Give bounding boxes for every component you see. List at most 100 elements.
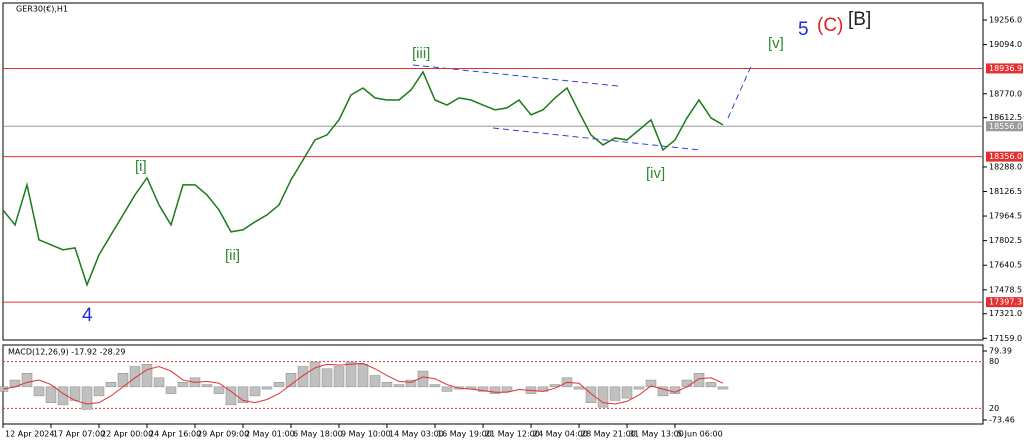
- histogram-bar: [225, 386, 237, 406]
- y-tick-label: 18288.0: [989, 162, 1022, 171]
- y-tick-label: 17478.5: [989, 285, 1022, 294]
- wave-label: 5: [798, 19, 809, 40]
- histogram-bar: [249, 386, 261, 397]
- x-tick-label: 29 Apr 09:00: [197, 430, 249, 439]
- wave-label: (C): [817, 15, 843, 36]
- y-tick-label: 17964.5: [989, 212, 1022, 221]
- wave-label: [ii]: [225, 247, 240, 264]
- wave-label: [iii]: [412, 45, 430, 62]
- level-label: 18936.9: [989, 64, 1022, 73]
- level-label: 17397.3: [989, 298, 1022, 307]
- histogram-bar: [489, 386, 501, 394]
- trend-line: [727, 63, 753, 119]
- histogram-bar: [93, 386, 105, 397]
- wave-label: [iv]: [646, 165, 665, 182]
- histogram-bar: [597, 386, 609, 408]
- y-tick-label: 17640.5: [989, 261, 1022, 270]
- level-tag: [986, 297, 1023, 308]
- x-tick-label: 28 May 21:00: [581, 430, 636, 439]
- histogram-bar: [369, 375, 381, 388]
- histogram-bar: [309, 361, 321, 388]
- histogram-bar: [429, 384, 441, 388]
- histogram-bar: [717, 386, 729, 390]
- y-tick-label: 19256.0: [989, 16, 1022, 25]
- histogram-bar: [381, 382, 393, 388]
- x-tick-label: 22 Apr 00:00: [101, 430, 153, 439]
- histogram-bar: [165, 386, 177, 394]
- y-tick-label: 79.39: [989, 347, 1012, 356]
- y2-tick-label: 80: [989, 357, 999, 366]
- y2-tick-label: 20: [989, 404, 999, 413]
- histogram-bar: [645, 379, 657, 388]
- histogram-bar: [105, 382, 117, 388]
- histogram-bar: [357, 364, 369, 388]
- x-tick-label: 24 May 04:00: [533, 430, 588, 439]
- histogram-bar: [609, 386, 621, 401]
- y-tick-label: 19094.0: [989, 40, 1022, 49]
- histogram-bar: [405, 379, 417, 388]
- y-tick-label: 18770.0: [989, 89, 1022, 98]
- level-label: 18556.0: [989, 122, 1022, 131]
- histogram-bar: [345, 361, 357, 388]
- y-tick-label: -73.46: [989, 416, 1015, 425]
- y-tick-label: 17159.0: [989, 334, 1022, 343]
- histogram-bar: [705, 382, 717, 388]
- x-tick-label: 24 Apr 16:00: [149, 430, 201, 439]
- x-tick-label: 2 May 01:00: [245, 430, 295, 439]
- histogram-bar: [261, 386, 273, 390]
- histogram-bar: [585, 386, 597, 403]
- histogram-bar: [333, 366, 345, 388]
- signal-line: [2, 362, 724, 405]
- histogram-bar: [201, 384, 213, 388]
- x-tick-label: 9 May 10:00: [341, 430, 391, 439]
- level-tag: [986, 151, 1023, 162]
- histogram-bar: [393, 384, 405, 388]
- x-tick-label: 6 May 18:00: [293, 430, 343, 439]
- x-tick-label: 12 Apr 2024: [5, 430, 54, 439]
- price-line: [2, 70, 724, 287]
- histogram-bar: [681, 379, 693, 388]
- histogram-bar: [633, 386, 645, 390]
- x-tick-label: 17 Apr 07:00: [53, 430, 105, 439]
- histogram-bar: [321, 368, 333, 388]
- y-tick-label: 18612.5: [989, 113, 1022, 122]
- chart-title: GER30(€),H1: [16, 5, 68, 14]
- histogram-bar: [21, 373, 33, 388]
- histogram-bar: [297, 366, 309, 388]
- y-tick-label: 17321.0: [989, 309, 1022, 318]
- histogram-bar: [441, 386, 453, 392]
- wave-label: [i]: [135, 158, 147, 175]
- y-tick-label: 18126.5: [989, 187, 1022, 196]
- histogram-bar: [153, 377, 165, 388]
- level-tag: [986, 121, 1023, 132]
- y-tick-label: 17802.5: [989, 236, 1022, 245]
- histogram-bar: [141, 364, 153, 388]
- macd-title: MACD(12,26,9) -17.92 -28.29: [8, 348, 125, 357]
- histogram-bar: [501, 386, 513, 392]
- histogram-bar: [273, 382, 285, 388]
- wave-label: [v]: [768, 35, 784, 52]
- x-tick-label: 14 May 03:00: [389, 430, 444, 439]
- x-tick-label: 31 May 13:00: [629, 430, 684, 439]
- histogram-bar: [33, 386, 45, 397]
- macd-frame: [2, 344, 984, 425]
- wave-label: [B]: [848, 9, 871, 30]
- price-frame: [2, 2, 984, 341]
- x-tick-label: 16 May 19:00: [437, 430, 492, 439]
- x-tick-label: 21 May 12:00: [485, 430, 540, 439]
- histogram-bar: [573, 386, 585, 390]
- histogram-bar: [45, 386, 57, 403]
- histogram-bar: [129, 366, 141, 388]
- histogram-bar: [657, 386, 669, 397]
- histogram-bar: [477, 386, 489, 392]
- histogram-bar: [621, 386, 633, 399]
- histogram-bar: [285, 373, 297, 388]
- level-label: 18356.0: [989, 152, 1022, 161]
- x-tick-label: 5 Jun 06:00: [677, 430, 723, 439]
- histogram-bar: [81, 386, 93, 410]
- histogram-bar: [693, 373, 705, 388]
- histogram-bar: [237, 386, 249, 403]
- histogram-bar: [177, 382, 189, 388]
- histogram-bar: [213, 386, 225, 394]
